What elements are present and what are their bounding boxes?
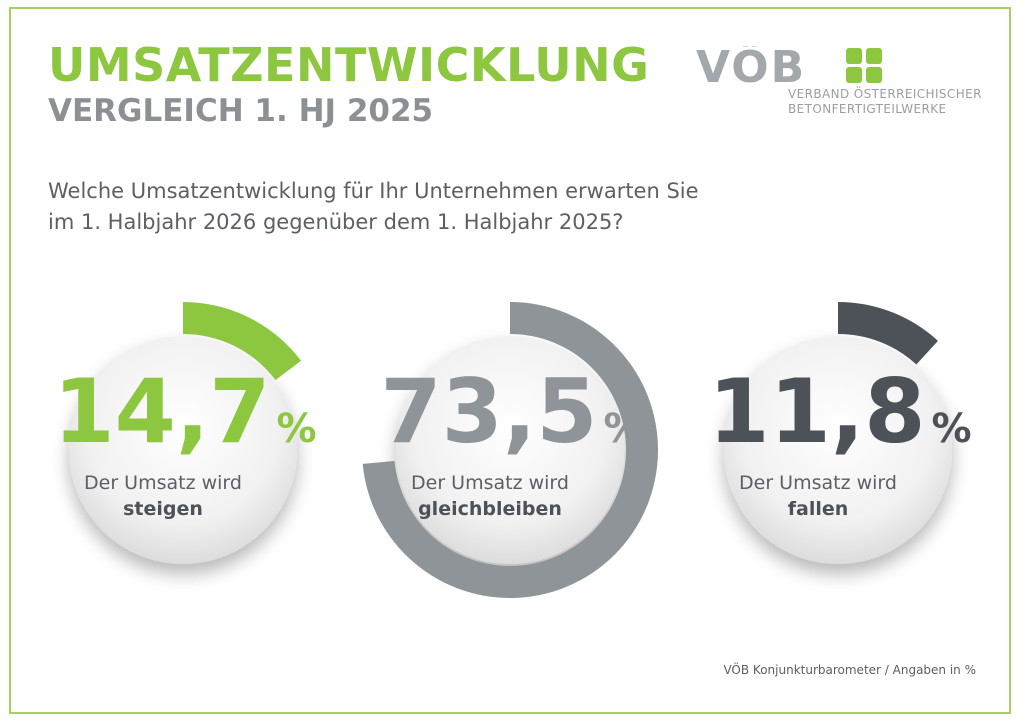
- page-frame: [9, 7, 1011, 714]
- donut-segment-steigen: [183, 302, 302, 381]
- value-label-fallen: 11,8%: [708, 360, 971, 463]
- survey-question-line-2: im 1. Halbjahr 2026 gegenüber dem 1. Hal…: [48, 210, 624, 234]
- logo-green-squares: [846, 48, 882, 83]
- logo-tagline-1: VERBAND ÖSTERREICHISCHER: [788, 87, 982, 101]
- donut-disc-fallen: [724, 336, 952, 564]
- category-prefix-gleichbleiben: Der Umsatz wird: [411, 472, 569, 494]
- donut-disc-steigen: [69, 336, 297, 564]
- page-title: UMSATZENTWICKLUNG: [48, 38, 650, 92]
- value-number-steigen: 14,7: [53, 360, 270, 463]
- logo-wordmark: VÖB: [696, 46, 806, 93]
- survey-question-line-1: Welche Umsatzentwicklung für Ihr Unterne…: [48, 179, 699, 203]
- donut-segment-fallen: [838, 302, 938, 365]
- value-number-fallen: 11,8: [708, 360, 925, 463]
- donut-disc-gleichbleiben: [396, 336, 624, 564]
- voeb-logo: VÖB: [696, 46, 882, 93]
- category-label-steigen: steigen: [123, 498, 203, 520]
- page-subtitle: VERGLEICH 1. HJ 2025: [48, 93, 434, 129]
- value-unit-steigen: %: [277, 406, 317, 452]
- category-label-fallen: fallen: [788, 498, 849, 520]
- value-label-steigen: 14,7%: [53, 360, 316, 463]
- logo-tagline-2: BETONFERTIGTEILWERKE: [788, 102, 947, 116]
- footnote-source: VÖB Konjunkturbarometer / Angaben in %: [723, 663, 976, 677]
- category-prefix-steigen: Der Umsatz wird: [84, 472, 242, 494]
- category-prefix-fallen: Der Umsatz wird: [739, 472, 897, 494]
- survey-question: Welche Umsatzentwicklung für Ihr Unterne…: [48, 176, 948, 238]
- value-unit-gleichbleiben: %: [604, 406, 644, 452]
- category-label-gleichbleiben: gleichbleiben: [418, 498, 562, 520]
- value-number-gleichbleiben: 73,5: [380, 360, 597, 463]
- value-label-gleichbleiben: 73,5%: [380, 360, 643, 463]
- value-unit-fallen: %: [932, 406, 972, 452]
